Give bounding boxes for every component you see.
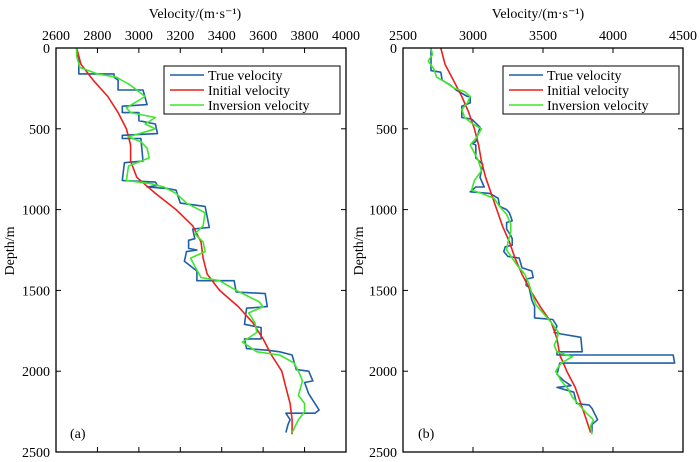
legend-label-true-a: True velocity xyxy=(208,69,283,84)
y-tick-label-b: 2500 xyxy=(369,446,397,461)
plot-frame-a xyxy=(55,47,347,453)
plot-frame-b xyxy=(402,47,684,453)
legend-label-initial-b: Initial velocity xyxy=(547,84,629,99)
x-tick-label-a: 3000 xyxy=(125,29,153,44)
y-tick-label-a: 2500 xyxy=(22,446,50,461)
series-inversion-b xyxy=(427,47,595,435)
y-tick-label-b: 500 xyxy=(376,123,397,138)
y-tick-label-b: 1000 xyxy=(369,204,397,219)
y-tick-label-a: 0 xyxy=(43,42,50,57)
y-tick-labels-b: 0 500 1000 1500 2000 2500 xyxy=(369,42,397,461)
legend-b: True velocity Initial velocity Inversion… xyxy=(502,65,680,115)
panel-b: Velocity/(m·s⁻¹) Depth/m 0 500 1000 1500 200… xyxy=(352,7,697,461)
legend-label-inversion-a: Inversion velocity xyxy=(208,99,309,114)
x-tick-label-b: 4000 xyxy=(599,29,627,44)
x-tick-label-a: 3800 xyxy=(291,29,319,44)
legend-label-initial-a: Initial velocity xyxy=(208,84,290,99)
x-tick-label-b: 4500 xyxy=(669,29,697,44)
x-axis-title-a: Velocity/(m·s⁻¹) xyxy=(149,7,242,22)
y-tick-label-b: 1500 xyxy=(369,284,397,299)
x-tick-label-a: 2600 xyxy=(42,29,70,44)
y-tick-label-a: 500 xyxy=(29,123,50,138)
y-axis-title-a: Depth/m xyxy=(3,226,18,275)
legend-label-inversion-b: Inversion velocity xyxy=(547,99,648,114)
y-tick-label-b: 0 xyxy=(390,42,397,57)
x-tick-label-b: 2500 xyxy=(389,29,417,44)
x-tick-label-b: 3500 xyxy=(529,29,557,44)
x-tick-label-a: 4000 xyxy=(332,29,360,44)
panel-label-a: (a) xyxy=(70,427,86,442)
panel-label-b: (b) xyxy=(418,427,435,442)
y-tick-label-b: 2000 xyxy=(369,365,397,380)
x-tick-label-a: 3400 xyxy=(208,29,236,44)
y-axis-title-b: Depth/m xyxy=(352,226,367,275)
series-inversion-a xyxy=(75,48,306,433)
x-tick-labels-a: 2600 2800 3000 3200 3400 3600 3800 4000 xyxy=(42,29,360,44)
legend-label-true-b: True velocity xyxy=(547,69,622,84)
y-tick-labels-a: 0 500 1000 1500 2000 2500 xyxy=(22,42,50,461)
x-tick-label-a: 3200 xyxy=(166,29,194,44)
y-tick-label-a: 2000 xyxy=(22,365,50,380)
y-tick-label-a: 1000 xyxy=(22,204,50,219)
y-tick-label-a: 1500 xyxy=(22,284,50,299)
panel-a: Velocity/(m·s⁻¹) Depth/m 0 500 1000 1500 200… xyxy=(3,7,360,461)
series-a xyxy=(75,47,320,435)
series-initial-b xyxy=(440,47,592,433)
x-tick-label-a: 2800 xyxy=(83,29,111,44)
series-initial-a xyxy=(75,47,293,435)
series-b xyxy=(427,47,676,435)
x-tick-label-b: 3000 xyxy=(459,29,487,44)
x-axis-title-b: Velocity/(m·s⁻¹) xyxy=(492,7,585,22)
x-tick-label-a: 3600 xyxy=(249,29,277,44)
legend-a: True velocity Initial velocity Inversion… xyxy=(163,65,341,115)
x-tick-labels-b: 2500 3000 3500 4000 4500 xyxy=(389,29,697,44)
